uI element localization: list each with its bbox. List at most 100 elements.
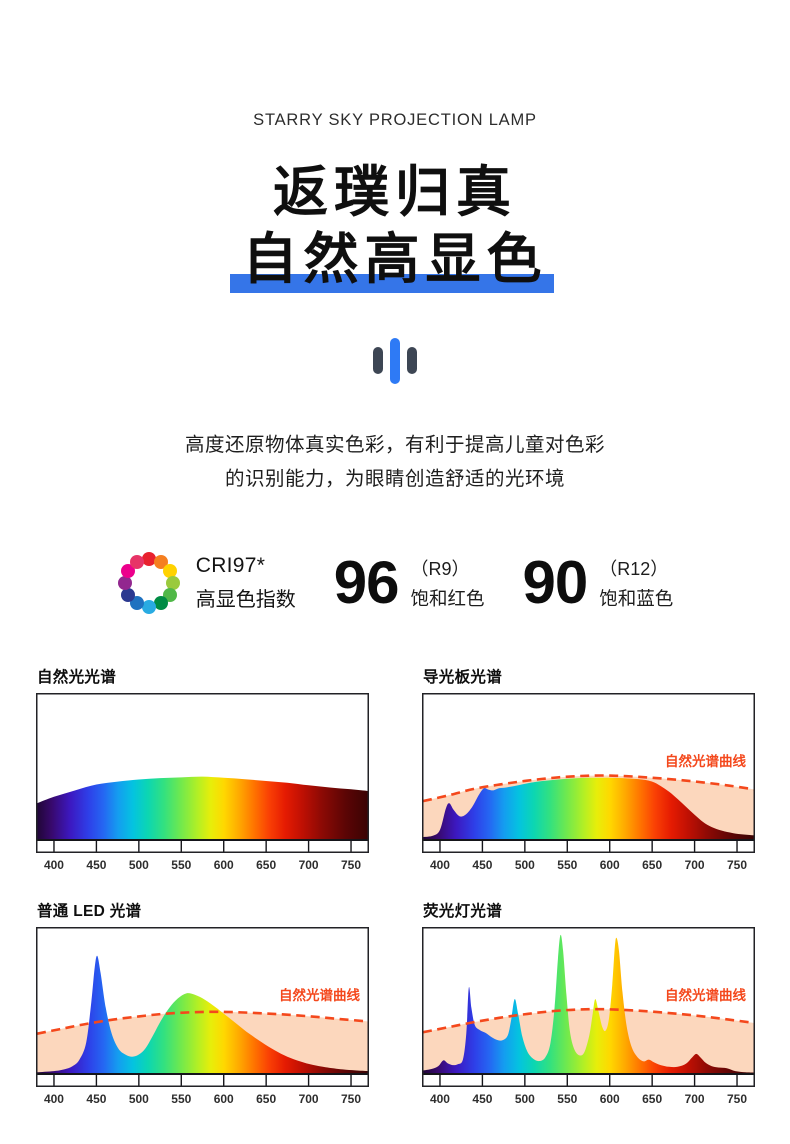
plot-border — [422, 926, 755, 1087]
axis-tick-label: 450 — [86, 858, 106, 872]
description-line1: 高度还原物体真实色彩，有利于提高儿童对色彩 — [184, 433, 605, 456]
cri-index-item: CRI97* 高显色指数 — [117, 551, 296, 615]
axis-tick-label: 550 — [171, 858, 191, 872]
axis-tick-label: 600 — [214, 1092, 234, 1106]
cri-metrics-row: CRI97* 高显色指数 96 （R9） 饱和红色 90 （R12） 饱和蓝色 — [0, 551, 790, 615]
axis-tick-label: 550 — [171, 1092, 191, 1106]
page-title-line2-row: 自然高显色 — [0, 227, 790, 293]
axis-tick-label: 450 — [86, 1092, 106, 1106]
plot-area — [423, 773, 754, 840]
axis-tick-label: 400 — [430, 858, 450, 872]
description-line2: 的识别能力，为眼睛创造舒适的光环境 — [224, 467, 565, 490]
axis-tick-label: 750 — [727, 1092, 747, 1106]
spectrum-area — [37, 776, 368, 840]
bar-chart-icon-middle-bar — [390, 337, 400, 384]
color-wheel-dot — [141, 551, 156, 566]
metric-r12-value: 90 — [522, 548, 589, 616]
title-highlight-bar — [230, 273, 554, 293]
plot-border — [36, 692, 369, 853]
color-wheel-dot — [165, 575, 180, 590]
chart-light-guide-plate: 导光板光谱 400 450 500 550 600 650 700 750 自然光谱曲线 — [422, 665, 755, 877]
axis-tick-label: 400 — [44, 858, 64, 872]
axis-tick-label: 750 — [727, 858, 747, 872]
reference-curve — [423, 773, 754, 802]
chart-ordinary-led-title: 普通 LED 光谱 — [37, 902, 142, 920]
axis-tick-label: 600 — [214, 858, 234, 872]
bar-chart-icon-left-bar — [373, 347, 383, 374]
cri-sublabel: 高显色指数 — [195, 588, 296, 611]
axis-tick-label: 700 — [299, 858, 319, 872]
axis-tick-label: 500 — [515, 1092, 535, 1106]
spectrum-area — [37, 955, 368, 1074]
axis-tick-label: 750 — [341, 858, 361, 872]
metric-r9: 96 （R9） 饱和红色 — [333, 548, 485, 616]
color-wheel-dot — [162, 563, 177, 578]
axis-tick-label: 500 — [515, 858, 535, 872]
plot-area — [423, 934, 754, 1074]
color-wheel-dot — [120, 587, 135, 602]
chart-light-guide-plate-plot: 400 450 500 550 600 650 700 750 自然光谱曲线 — [422, 692, 755, 872]
reference-curve-label: 自然光谱曲线 — [279, 987, 360, 1003]
metric-r12-code: （R12） — [599, 558, 669, 579]
axis-tick-label: 650 — [256, 858, 276, 872]
axis-tick-label: 400 — [430, 1092, 450, 1106]
axis-tick-label: 650 — [642, 858, 662, 872]
plot-border — [422, 692, 755, 853]
axis-tick-label: 600 — [600, 1092, 620, 1106]
axis-tick-label: 550 — [557, 1092, 577, 1106]
description-block: 高度还原物体真实色彩，有利于提高儿童对色彩 的识别能力，为眼睛创造舒适的光环境 — [0, 428, 790, 496]
reference-curve-label: 自然光谱曲线 — [665, 753, 746, 769]
axis-tick-label: 550 — [557, 858, 577, 872]
axis-tick-label: 500 — [129, 858, 149, 872]
metric-r9-value: 96 — [333, 548, 400, 616]
chart-light-guide-plate-title: 导光板光谱 — [423, 668, 503, 686]
metric-r9-labels: （R9） 饱和红色 — [410, 555, 484, 611]
axis-tick-label: 750 — [341, 1092, 361, 1106]
metric-r12: 90 （R12） 饱和蓝色 — [522, 548, 674, 616]
chart-fluorescent-title: 荧光灯光谱 — [423, 902, 503, 920]
color-wheel-dot — [129, 596, 144, 611]
reference-curve — [37, 1009, 368, 1035]
chart-natural-light: 自然光光谱 400 450 500 550 600 650 700 750 — [36, 665, 369, 877]
color-wheel-dot — [129, 554, 144, 569]
page-title-line1: 返璞归真 — [272, 161, 517, 223]
page-title-line2: 自然高显色 — [242, 227, 548, 290]
axis-tick-label: 400 — [44, 1092, 64, 1106]
axis-tick-label: 700 — [299, 1092, 319, 1106]
cri-value-label: CRI97* — [195, 553, 266, 577]
metric-r12-label: 饱和蓝色 — [599, 587, 674, 609]
plot-area — [37, 776, 368, 840]
axis-tick-label: 650 — [642, 1092, 662, 1106]
color-wheel-dot — [153, 596, 168, 611]
chart-natural-light-title: 自然光光谱 — [37, 668, 117, 686]
reference-curve — [423, 1007, 754, 1034]
spectrum-area — [423, 777, 754, 840]
page-title-line2-wrap: 自然高显色 — [230, 227, 554, 293]
axis-tick-label: 650 — [256, 1092, 276, 1106]
reference-curve-label: 自然光谱曲线 — [665, 987, 746, 1003]
plot-border — [36, 926, 369, 1087]
chart-ordinary-led: 普通 LED 光谱 400 450 500 550 600 650 700 750 自然光谱曲线 — [36, 899, 369, 1111]
chart-fluorescent: 荧光灯光谱 400 450 500 550 600 650 700 750 自然光谱曲线 — [422, 899, 755, 1111]
axis-tick-label: 700 — [685, 858, 705, 872]
color-wheel-dot — [117, 575, 132, 590]
bar-chart-icon — [0, 337, 790, 384]
axis-tick-label: 450 — [472, 1092, 492, 1106]
axis-tick-label: 500 — [129, 1092, 149, 1106]
chart-natural-light-plot: 400 450 500 550 600 650 700 750 — [36, 692, 369, 872]
metric-r12-labels: （R12） 饱和蓝色 — [599, 555, 673, 611]
axis-tick-label: 600 — [600, 858, 620, 872]
metric-r9-code: （R9） — [410, 558, 470, 579]
cri-labels: CRI97* 高显色指数 — [196, 554, 296, 612]
spectrum-area — [423, 934, 754, 1074]
axis-tick-label: 450 — [472, 858, 492, 872]
color-wheel-icon — [117, 551, 181, 615]
spectrum-charts-grid: 自然光光谱 400 450 500 550 600 650 700 750 导光板光谱 400… — [0, 665, 790, 1111]
metric-r9-label: 饱和红色 — [410, 587, 485, 609]
axis-tick-label: 700 — [685, 1092, 705, 1106]
chart-fluorescent-plot: 400 450 500 550 600 650 700 750 自然光谱曲线 — [422, 926, 755, 1106]
eyebrow-text: STARRY SKY PROJECTION LAMP — [253, 111, 537, 129]
color-wheel-dot — [141, 599, 156, 614]
plot-area — [37, 955, 368, 1074]
